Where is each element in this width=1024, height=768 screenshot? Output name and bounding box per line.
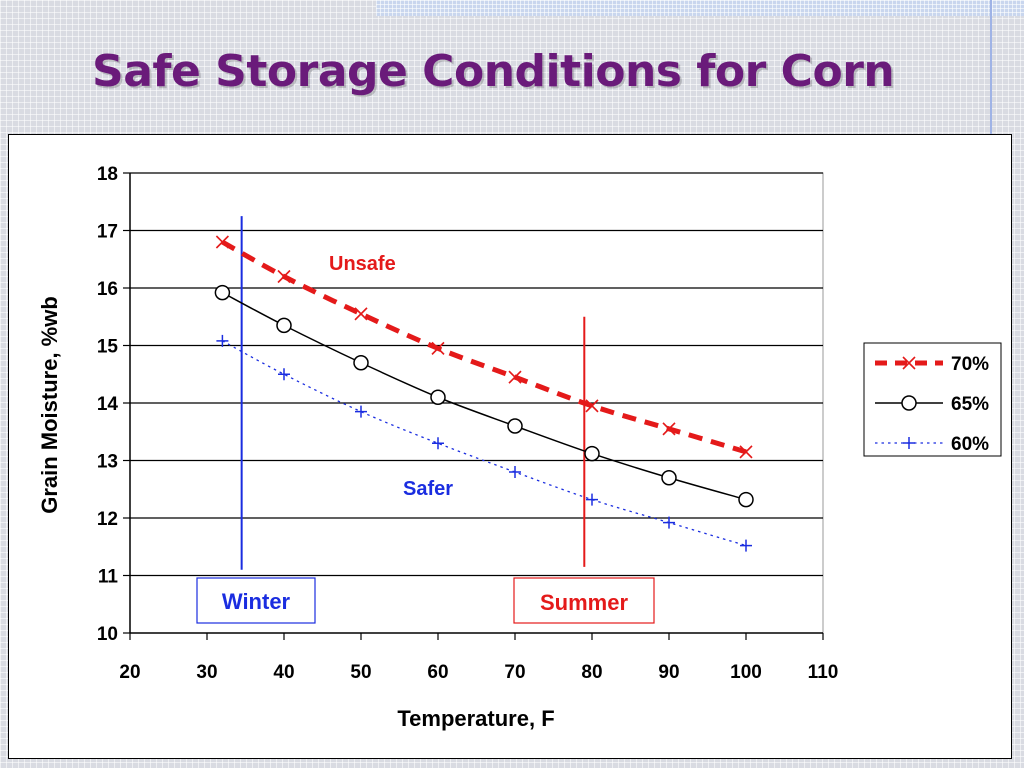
series-point-0 bbox=[739, 445, 753, 459]
winter-label: Winter bbox=[222, 589, 291, 614]
legend-label-0: 70% bbox=[951, 354, 989, 375]
y-tick-label: 18 bbox=[97, 164, 118, 185]
series-point-1 bbox=[661, 470, 677, 486]
y-axis-title: Grain Moisture, %wb bbox=[37, 296, 62, 514]
series-point-2 bbox=[278, 368, 290, 381]
series-line-2 bbox=[222, 340, 747, 547]
x-tick-label: 80 bbox=[581, 662, 602, 683]
legend-label-2: 60% bbox=[951, 434, 989, 455]
series-point-2 bbox=[586, 493, 598, 506]
x-axis-title: Temperature, F bbox=[397, 706, 554, 731]
series-line-1 bbox=[222, 291, 747, 501]
unsafe-label: Unsafe bbox=[329, 253, 396, 275]
chart-panel: 10 11 12 13 14 15 16 17 18 20 30 40 50 60 70 80 90 100 110… bbox=[8, 134, 1012, 759]
series-point-1 bbox=[276, 317, 292, 334]
legend-label-1: 65% bbox=[951, 394, 989, 415]
safer-label: Safer bbox=[403, 478, 453, 500]
series-point-0 bbox=[508, 370, 522, 384]
x-tick-label: 110 bbox=[808, 662, 839, 683]
series-point-2 bbox=[216, 334, 229, 347]
x-tick-label: 40 bbox=[273, 662, 294, 683]
series-point-1 bbox=[430, 389, 446, 405]
series-point-1 bbox=[353, 355, 369, 371]
series-point-0 bbox=[354, 307, 368, 321]
x-tick-label: 60 bbox=[427, 662, 448, 683]
series-point-1 bbox=[738, 491, 754, 508]
series-point-2 bbox=[432, 437, 444, 450]
x-tick-label: 20 bbox=[119, 662, 140, 683]
series-point-2 bbox=[509, 466, 521, 478]
y-tick-label: 15 bbox=[97, 337, 119, 358]
y-tick-label: 16 bbox=[97, 279, 118, 300]
header-decoration-band bbox=[376, 0, 1024, 16]
storage-chart: 10 11 12 13 14 15 16 17 18 20 30 40 50 60 70 80 90 100 110… bbox=[37, 164, 1002, 731]
series-point-0 bbox=[431, 341, 445, 355]
series-point-1 bbox=[507, 418, 523, 434]
header-decoration-line bbox=[990, 0, 992, 134]
legend-marker-2 bbox=[903, 437, 915, 449]
y-tick-label: 17 bbox=[97, 222, 118, 243]
series-point-2 bbox=[355, 405, 367, 418]
summer-label: Summer bbox=[540, 590, 628, 615]
x-tick-label: 70 bbox=[504, 662, 525, 683]
y-tick-label: 10 bbox=[97, 624, 118, 645]
x-tick-label: 90 bbox=[658, 662, 679, 683]
y-tick-label: 14 bbox=[97, 394, 119, 415]
series-point-0 bbox=[215, 235, 229, 249]
y-tick-label: 12 bbox=[97, 509, 118, 530]
y-tick-label: 11 bbox=[98, 567, 119, 588]
summer-box: Summer bbox=[513, 577, 655, 624]
series-point-2 bbox=[663, 516, 675, 529]
series-point-1 bbox=[214, 284, 231, 301]
legend: 70% 65% 60% bbox=[863, 342, 1002, 457]
series-point-0 bbox=[277, 269, 291, 284]
x-tick-label: 100 bbox=[730, 662, 762, 683]
winter-box: Winter bbox=[196, 577, 316, 624]
slide-title: Safe Storage Conditions for Corn bbox=[92, 46, 895, 97]
y-tick-label: 13 bbox=[97, 452, 118, 473]
series-point-1 bbox=[584, 445, 600, 462]
x-tick-label: 50 bbox=[350, 662, 371, 683]
series-line-0 bbox=[221, 239, 747, 455]
legend-marker-0 bbox=[902, 356, 916, 370]
series-point-0 bbox=[662, 422, 676, 436]
series-point-2 bbox=[740, 539, 752, 552]
series-point-0 bbox=[585, 399, 599, 413]
legend-marker-1 bbox=[901, 395, 917, 411]
x-tick-label: 30 bbox=[196, 662, 217, 683]
